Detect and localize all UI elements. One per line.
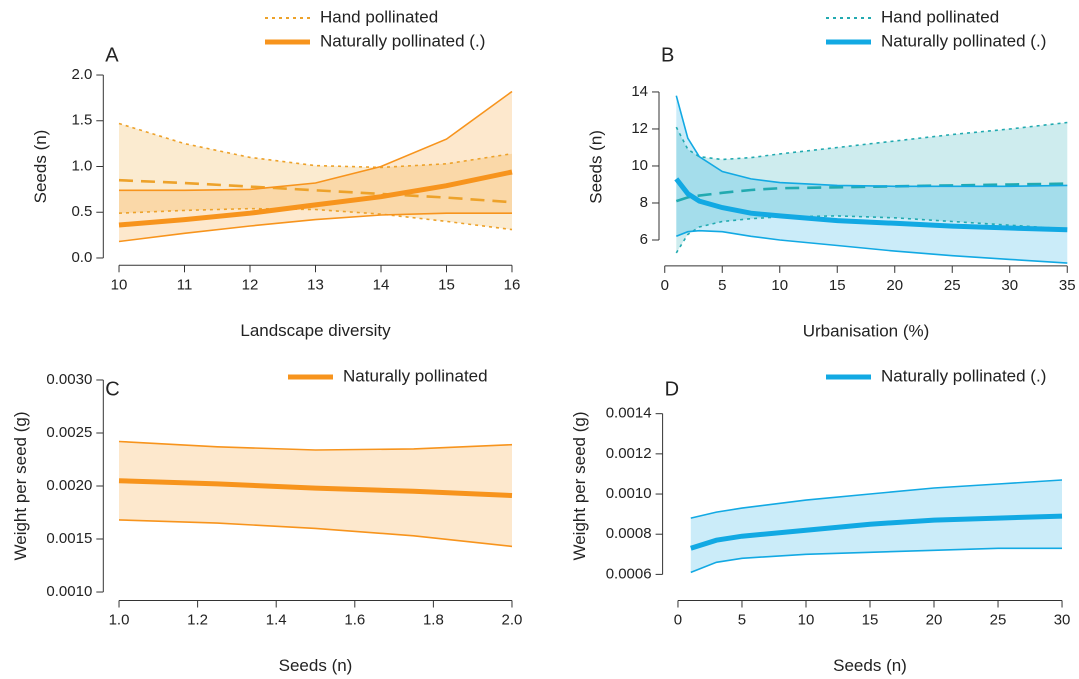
x-tick-label: 15 bbox=[862, 611, 879, 628]
x-tick-label: 1.4 bbox=[266, 611, 287, 628]
x-tick-label: 5 bbox=[718, 277, 726, 294]
x-axis-title: Seeds (n) bbox=[833, 656, 907, 675]
confidence-band bbox=[119, 441, 512, 547]
band-bound bbox=[675, 215, 1068, 254]
band-bound bbox=[690, 547, 1062, 574]
band-bound bbox=[119, 90, 513, 192]
x-tick-label: 1.0 bbox=[109, 611, 130, 628]
y-tick-label: 0.0015 bbox=[46, 530, 92, 547]
x-tick-label: 1.6 bbox=[344, 611, 365, 628]
y-axis-title: Weight per seed (g) bbox=[11, 412, 30, 561]
x-axis-title: Urbanisation (%) bbox=[803, 321, 930, 340]
y-tick-label: 0.0020 bbox=[46, 477, 92, 494]
x-tick-label: 20 bbox=[926, 611, 943, 628]
band-bound bbox=[118, 519, 513, 548]
x-tick-label: 20 bbox=[886, 277, 903, 294]
x-tick-label: 25 bbox=[944, 277, 961, 294]
panel-label: B bbox=[661, 44, 674, 66]
y-tick-label: 0.5 bbox=[71, 203, 92, 220]
legend-label: Hand pollinated bbox=[320, 7, 438, 26]
fit-line bbox=[118, 478, 513, 498]
x-tick-label: 12 bbox=[242, 276, 259, 293]
band-bound bbox=[690, 479, 1063, 519]
legend-label: Hand pollinated bbox=[881, 7, 999, 26]
x-tick-label: 30 bbox=[1054, 611, 1071, 628]
y-tick-label: 1.5 bbox=[71, 112, 92, 129]
y-tick-label: 8 bbox=[640, 194, 648, 211]
y-tick-label: 1.0 bbox=[71, 157, 92, 174]
fit-line bbox=[674, 177, 1068, 233]
y-axis-title: Seeds (n) bbox=[586, 130, 605, 204]
y-tick-label: 0.0030 bbox=[46, 371, 92, 388]
legend-label: Naturally pollinated (.) bbox=[320, 31, 485, 50]
fit-line bbox=[690, 513, 1063, 551]
confidence-band bbox=[119, 91, 512, 242]
legend-label: Naturally pollinated (.) bbox=[881, 31, 1046, 50]
confidence-band bbox=[676, 95, 1068, 264]
confidence-band bbox=[119, 123, 512, 230]
band-bound bbox=[118, 207, 513, 231]
y-tick-label: 0.0010 bbox=[46, 583, 92, 600]
y-tick-label: 0.0025 bbox=[46, 424, 92, 441]
legend-label: Naturally pollinated bbox=[343, 366, 488, 385]
y-axis-title: Weight per seed (g) bbox=[570, 412, 589, 561]
y-tick-label: 10 bbox=[631, 157, 648, 174]
band-bound bbox=[676, 229, 1068, 264]
y-tick-label: 0.0 bbox=[71, 249, 92, 266]
y-tick-label: 0.0014 bbox=[606, 405, 652, 422]
y-tick-label: 14 bbox=[631, 83, 648, 100]
y-tick-label: 2.0 bbox=[71, 66, 92, 83]
x-tick-label: 10 bbox=[771, 277, 788, 294]
fit-line bbox=[118, 169, 513, 228]
x-tick-label: 25 bbox=[990, 611, 1007, 628]
x-tick-label: 14 bbox=[373, 276, 390, 293]
y-tick-label: 0.0012 bbox=[606, 445, 652, 462]
x-tick-label: 2.0 bbox=[502, 611, 523, 628]
x-tick-label: 10 bbox=[111, 276, 128, 293]
band-bound bbox=[675, 95, 1068, 188]
band-bound bbox=[675, 121, 1068, 161]
x-axis-title: Seeds (n) bbox=[279, 656, 353, 675]
band-bound bbox=[118, 440, 513, 451]
x-tick-label: 1.8 bbox=[423, 611, 444, 628]
legend-label: Naturally pollinated (.) bbox=[881, 366, 1046, 385]
fit-line bbox=[675, 182, 1068, 203]
x-tick-label: 15 bbox=[829, 277, 846, 294]
band-bound bbox=[118, 212, 512, 243]
y-tick-label: 6 bbox=[640, 231, 648, 248]
x-tick-label: 11 bbox=[177, 276, 193, 293]
panel-label: D bbox=[665, 378, 679, 400]
y-tick-label: 0.0006 bbox=[606, 565, 652, 582]
x-tick-label: 0 bbox=[674, 611, 682, 628]
y-axis-title: Seeds (n) bbox=[31, 130, 50, 204]
y-tick-label: 0.0010 bbox=[606, 485, 652, 502]
x-tick-label: 5 bbox=[738, 611, 746, 628]
x-tick-label: 1.2 bbox=[187, 611, 208, 628]
x-axis-title: Landscape diversity bbox=[240, 321, 391, 340]
x-tick-label: 15 bbox=[438, 276, 455, 293]
y-tick-label: 12 bbox=[631, 120, 648, 137]
panel-label: C bbox=[105, 378, 119, 400]
x-tick-label: 30 bbox=[1001, 277, 1018, 294]
y-tick-label: 0.0008 bbox=[606, 525, 652, 542]
x-tick-label: 0 bbox=[661, 277, 669, 294]
x-tick-label: 16 bbox=[504, 276, 521, 293]
x-tick-label: 10 bbox=[798, 611, 815, 628]
panel-label: A bbox=[105, 44, 119, 66]
x-tick-label: 35 bbox=[1059, 277, 1076, 294]
x-tick-label: 13 bbox=[307, 276, 324, 293]
